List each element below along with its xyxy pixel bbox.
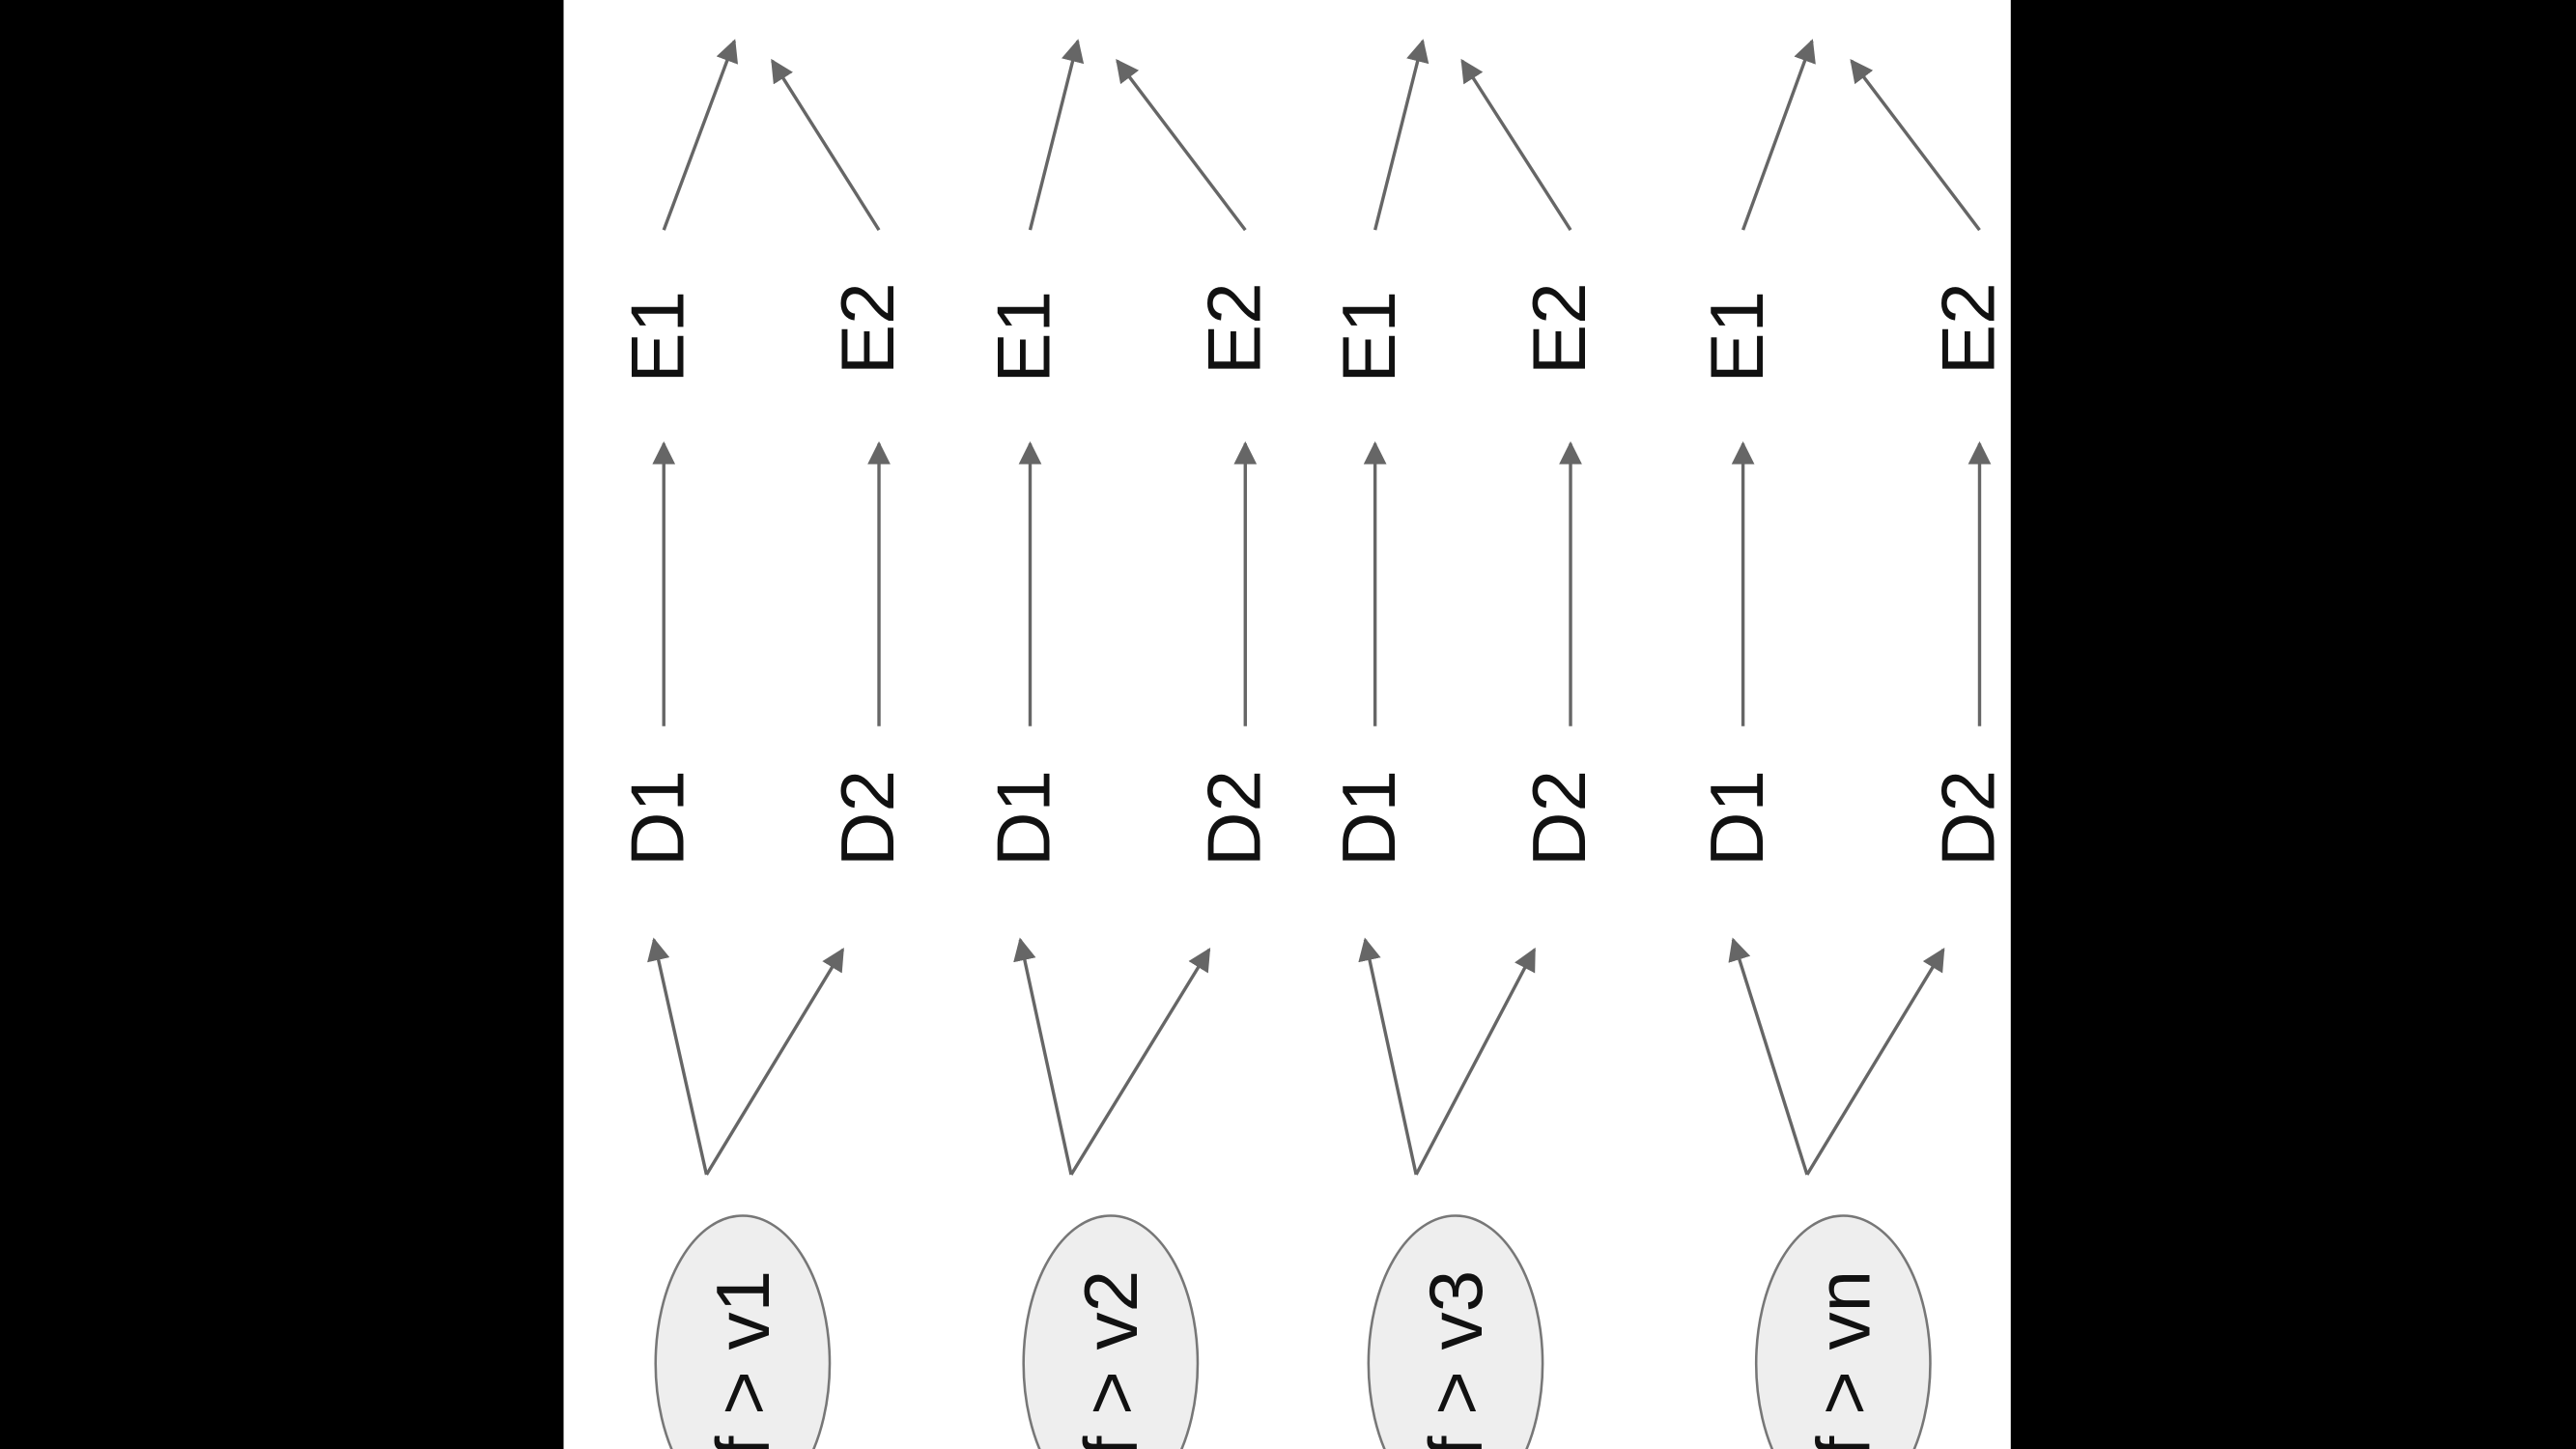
node-label: D1 xyxy=(614,770,699,867)
node-label: D1 xyxy=(981,770,1066,867)
node-label: E1 xyxy=(1694,291,1779,384)
node-label: E2 xyxy=(1926,282,2011,375)
condition-label: f > v2 xyxy=(1068,1270,1153,1449)
arrow xyxy=(662,39,739,231)
condition-label: f > v1 xyxy=(700,1270,785,1449)
node-label: D1 xyxy=(1694,770,1779,867)
node-label: D1 xyxy=(1326,770,1411,867)
node-label: E1 xyxy=(981,291,1066,384)
arrow xyxy=(1358,937,1418,1176)
node-label: E1 xyxy=(614,291,699,384)
condition-node xyxy=(654,1214,832,1449)
node-label: E2 xyxy=(825,282,910,375)
canvas xyxy=(563,0,2011,1449)
node-label: D2 xyxy=(1516,770,1601,867)
condition-label: f > v3 xyxy=(1413,1270,1498,1449)
condition-node xyxy=(1022,1214,1200,1449)
condition-label: f > vn xyxy=(1800,1270,1885,1449)
arrow xyxy=(1728,937,1809,1176)
node-label: E2 xyxy=(1191,282,1276,375)
arrow xyxy=(705,947,845,1176)
node-label: D2 xyxy=(1191,770,1276,867)
node-label: E1 xyxy=(1326,291,1411,384)
arrow xyxy=(771,58,881,232)
arrow xyxy=(1116,59,1247,232)
arrow xyxy=(1805,947,1945,1176)
condition-node xyxy=(1367,1214,1544,1449)
arrow xyxy=(1013,937,1073,1176)
arrow xyxy=(1741,39,1816,231)
arrow xyxy=(1460,58,1572,232)
arrow xyxy=(1028,39,1085,231)
arrow xyxy=(1069,947,1211,1176)
node-label: D2 xyxy=(1926,770,2011,867)
node-label: D2 xyxy=(825,770,910,867)
arrow xyxy=(1850,59,1981,232)
arrow xyxy=(1373,39,1430,231)
arrow xyxy=(1414,947,1537,1176)
node-label: E2 xyxy=(1516,282,1601,375)
arrow xyxy=(647,937,709,1176)
condition-node xyxy=(1754,1214,1932,1449)
